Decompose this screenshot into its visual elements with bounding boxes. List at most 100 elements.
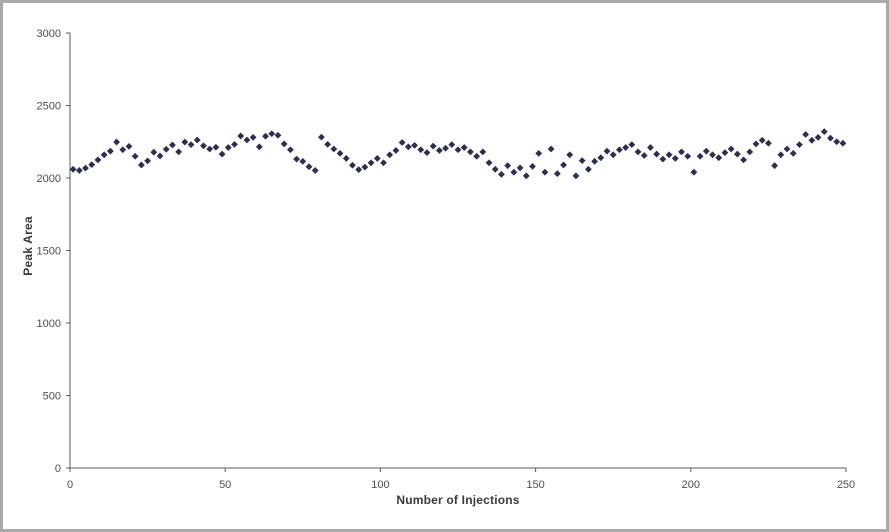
data-point bbox=[280, 140, 288, 148]
data-point bbox=[206, 145, 214, 153]
data-point bbox=[640, 152, 648, 159]
data-point bbox=[69, 165, 77, 173]
x-tick-label: 200 bbox=[682, 479, 700, 491]
data-point bbox=[783, 145, 791, 153]
data-point bbox=[255, 143, 263, 151]
data-point bbox=[349, 161, 356, 169]
data-point bbox=[169, 141, 176, 149]
y-tick-label: 1500 bbox=[37, 246, 61, 258]
data-point bbox=[647, 144, 654, 151]
data-point bbox=[324, 140, 332, 148]
data-point bbox=[373, 155, 381, 162]
x-tick-label: 150 bbox=[526, 479, 544, 491]
data-point bbox=[286, 146, 294, 154]
data-point bbox=[224, 144, 232, 151]
data-point bbox=[746, 148, 754, 156]
data-point bbox=[404, 143, 412, 151]
data-point bbox=[665, 151, 673, 159]
data-point bbox=[541, 168, 549, 176]
y-tick-label: 0 bbox=[55, 463, 61, 475]
data-point bbox=[237, 132, 245, 140]
data-point bbox=[355, 166, 363, 173]
data-point bbox=[187, 141, 195, 149]
data-point bbox=[467, 148, 474, 156]
data-point bbox=[75, 167, 83, 174]
data-point bbox=[529, 163, 536, 170]
data-point bbox=[293, 155, 300, 163]
data-point bbox=[771, 162, 779, 170]
data-point bbox=[125, 142, 133, 150]
data-point bbox=[181, 138, 189, 146]
data-point bbox=[212, 143, 220, 151]
data-point bbox=[398, 139, 406, 146]
data-point bbox=[175, 148, 183, 156]
data-point bbox=[429, 142, 437, 150]
data-point bbox=[156, 152, 164, 160]
data-point bbox=[584, 165, 592, 173]
data-point bbox=[417, 146, 425, 154]
data-point bbox=[833, 138, 841, 146]
data-point bbox=[137, 161, 145, 169]
y-axis-title: Peak Area bbox=[21, 216, 35, 276]
data-point bbox=[330, 145, 338, 153]
data-point bbox=[671, 155, 679, 162]
data-point bbox=[311, 167, 319, 174]
data-point bbox=[193, 136, 201, 144]
data-point bbox=[454, 146, 462, 154]
data-point bbox=[485, 159, 493, 167]
data-point bbox=[752, 140, 760, 148]
data-point bbox=[684, 152, 692, 160]
data-point bbox=[392, 147, 400, 154]
y-tick-label: 1000 bbox=[37, 318, 61, 330]
data-point bbox=[566, 151, 574, 159]
y-tick-label: 3000 bbox=[37, 28, 61, 40]
data-point bbox=[547, 145, 555, 153]
data-point bbox=[802, 131, 810, 138]
data-point bbox=[442, 144, 449, 152]
data-point bbox=[386, 151, 394, 159]
data-point bbox=[448, 141, 456, 149]
y-tick-label: 2500 bbox=[37, 101, 61, 113]
data-point bbox=[423, 149, 431, 157]
data-point bbox=[678, 148, 685, 156]
data-point bbox=[721, 149, 729, 157]
x-tick-label: 0 bbox=[67, 479, 73, 491]
data-point bbox=[535, 149, 543, 157]
x-tick-label: 50 bbox=[219, 479, 231, 491]
data-point bbox=[516, 164, 524, 172]
data-point bbox=[336, 149, 344, 157]
data-point bbox=[94, 156, 102, 164]
data-point bbox=[622, 144, 630, 151]
data-point bbox=[106, 147, 114, 155]
data-point bbox=[653, 150, 661, 158]
data-point bbox=[789, 149, 797, 157]
data-point bbox=[765, 139, 772, 147]
data-point bbox=[367, 159, 375, 167]
data-point bbox=[299, 157, 307, 165]
data-point bbox=[305, 163, 313, 171]
data-point bbox=[553, 170, 561, 178]
y-tick-label: 500 bbox=[43, 391, 61, 403]
data-point bbox=[777, 151, 785, 159]
scatter-plot: 0 500 1000 1500 2000 2500 3000 0 50 100 150 200 250 bbox=[37, 28, 856, 491]
x-tick-label: 250 bbox=[837, 479, 855, 491]
data-point bbox=[827, 134, 834, 142]
data-point bbox=[820, 128, 828, 135]
data-point bbox=[591, 157, 598, 165]
data-point bbox=[659, 155, 667, 163]
data-point bbox=[249, 134, 257, 141]
data-point bbox=[727, 145, 735, 153]
data-point bbox=[808, 136, 816, 144]
data-point bbox=[411, 141, 418, 149]
x-tick-label: 100 bbox=[371, 479, 389, 491]
data-point bbox=[88, 161, 96, 169]
data-point bbox=[435, 147, 443, 154]
data-point bbox=[318, 133, 325, 141]
data-point bbox=[100, 151, 108, 159]
data-point bbox=[690, 168, 698, 176]
data-point bbox=[740, 156, 747, 164]
data-point bbox=[709, 151, 716, 159]
data-point bbox=[473, 152, 481, 160]
data-point bbox=[758, 136, 766, 144]
data-point bbox=[733, 150, 741, 158]
